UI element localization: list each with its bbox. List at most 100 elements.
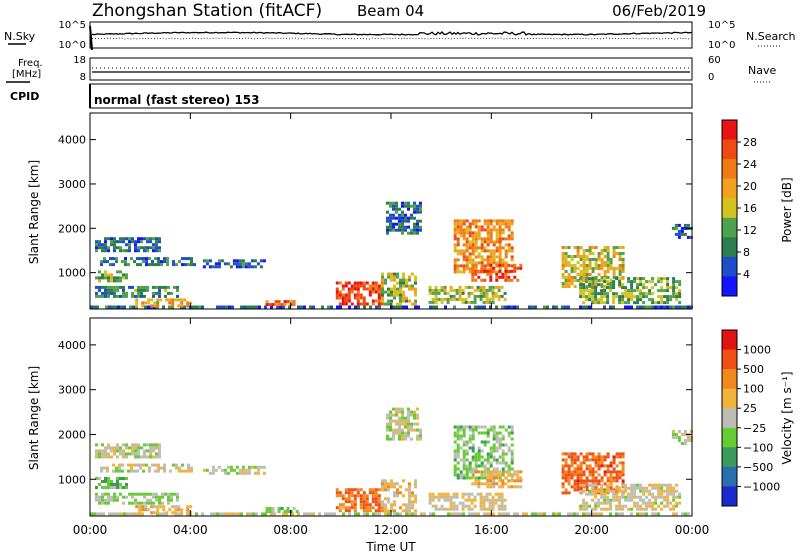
heatmap-cell [669, 489, 673, 493]
heatmap-cell [495, 467, 499, 471]
heatmap-cell [152, 443, 155, 447]
heatmap-cell [504, 237, 508, 241]
heatmap-cell [486, 461, 490, 465]
heatmap-cell [482, 495, 486, 499]
heatmap-cell [642, 489, 646, 493]
heatmap-cell [501, 485, 505, 489]
heatmap-cell [411, 494, 414, 498]
heatmap-cell [338, 503, 342, 507]
heatmap-cell [639, 498, 643, 502]
heatmap-cell [173, 285, 176, 289]
heatmap-cell [428, 501, 432, 505]
heatmap-cell [672, 283, 676, 287]
heatmap-cell [125, 276, 128, 280]
heatmap-cell [170, 498, 173, 502]
heatmap-cell [106, 469, 109, 473]
heatmap-cell [395, 413, 398, 417]
heatmap-cell [666, 483, 670, 487]
heatmap-cell [136, 469, 139, 473]
heatmap-cell [411, 506, 414, 510]
heatmap-cell [585, 298, 589, 302]
heatmap-cell [381, 278, 384, 282]
heatmap-cell [543, 305, 546, 309]
heatmap-cell [495, 263, 499, 267]
heatmap-cell [134, 443, 137, 447]
heatmap-cell [606, 479, 610, 483]
heatmap-cell [474, 305, 477, 309]
heatmap-cell [100, 466, 103, 470]
heatmap-cell [356, 299, 360, 303]
heatmap-cell [453, 264, 457, 268]
heatmap-cell [591, 246, 595, 249]
heatmap-cell [225, 512, 228, 516]
heatmap-cell [672, 495, 676, 499]
heatmap-cell [375, 305, 378, 309]
heatmap-cell [399, 302, 402, 306]
heatmap-cell [234, 512, 237, 516]
heatmap-cell [489, 237, 493, 241]
heatmap-cell [110, 446, 113, 450]
heatmap-cell [386, 210, 389, 214]
heatmap-cell [459, 222, 463, 226]
heatmap-cell [413, 225, 416, 229]
heatmap-cell [680, 433, 684, 436]
noise-panel: N.Sky 10^5 10^0 10^5 10^0 N.Search [4, 20, 796, 51]
heatmap-cell [396, 293, 399, 297]
heatmap-cell [618, 280, 622, 284]
heatmap-cell [465, 464, 469, 468]
heatmap-cell [171, 304, 175, 308]
heatmap-cell [113, 449, 116, 453]
heatmap-cell [624, 286, 628, 290]
heatmap-cell [567, 476, 571, 480]
heatmap-cell [431, 504, 435, 508]
heatmap-cell [377, 290, 381, 294]
heatmap-cell [486, 255, 490, 259]
heatmap-cell [597, 273, 601, 276]
heatmap-cell [459, 425, 463, 429]
heatmap-cell [579, 264, 583, 267]
heatmap-cell [507, 449, 511, 453]
heatmap-cell [462, 476, 466, 480]
heatmap-cell [477, 485, 481, 489]
heatmap-cell [341, 302, 345, 306]
heatmap-cell [107, 483, 110, 486]
heatmap-cell [645, 305, 648, 309]
heatmap-cell [347, 491, 351, 495]
heatmap-cell [579, 461, 583, 465]
heatmap-cell [489, 449, 493, 453]
heatmap-cell [582, 501, 586, 505]
heatmap-cell [585, 488, 589, 492]
heatmap-cell [606, 270, 610, 273]
heatmap-cell [591, 486, 595, 490]
heatmap-cell [486, 512, 489, 516]
heatmap-cell [606, 267, 610, 270]
heatmap-cell [564, 261, 568, 264]
heatmap-cell [104, 240, 107, 244]
heatmap-cell [675, 495, 679, 499]
heatmap-cell [137, 246, 140, 250]
heatmap-cell [618, 283, 622, 287]
heatmap-cell [456, 270, 460, 274]
heatmap-cell [561, 467, 565, 471]
heatmap-cell [377, 509, 381, 513]
heatmap-cell [229, 265, 233, 269]
heatmap-cell [146, 288, 149, 292]
heatmap-cell [447, 512, 450, 516]
heatmap-cell [104, 270, 107, 274]
heatmap-cell [680, 442, 684, 445]
heatmap-cell [468, 476, 472, 480]
heatmap-cell [519, 470, 523, 474]
heatmap-cell [507, 485, 511, 489]
colorbar-tick-label: 12 [743, 224, 757, 237]
heatmap-cell [413, 216, 416, 220]
heatmap-cell [657, 486, 661, 490]
heatmap-cell [437, 495, 441, 499]
heatmap-cell [651, 504, 655, 508]
heatmap-cell [455, 495, 459, 499]
heatmap-cell [411, 272, 414, 276]
heatmap-cell [434, 300, 438, 304]
heatmap-cell [609, 507, 613, 511]
heatmap-cell [645, 512, 648, 516]
heatmap-cell [344, 491, 348, 495]
heatmap-cell [405, 488, 408, 492]
